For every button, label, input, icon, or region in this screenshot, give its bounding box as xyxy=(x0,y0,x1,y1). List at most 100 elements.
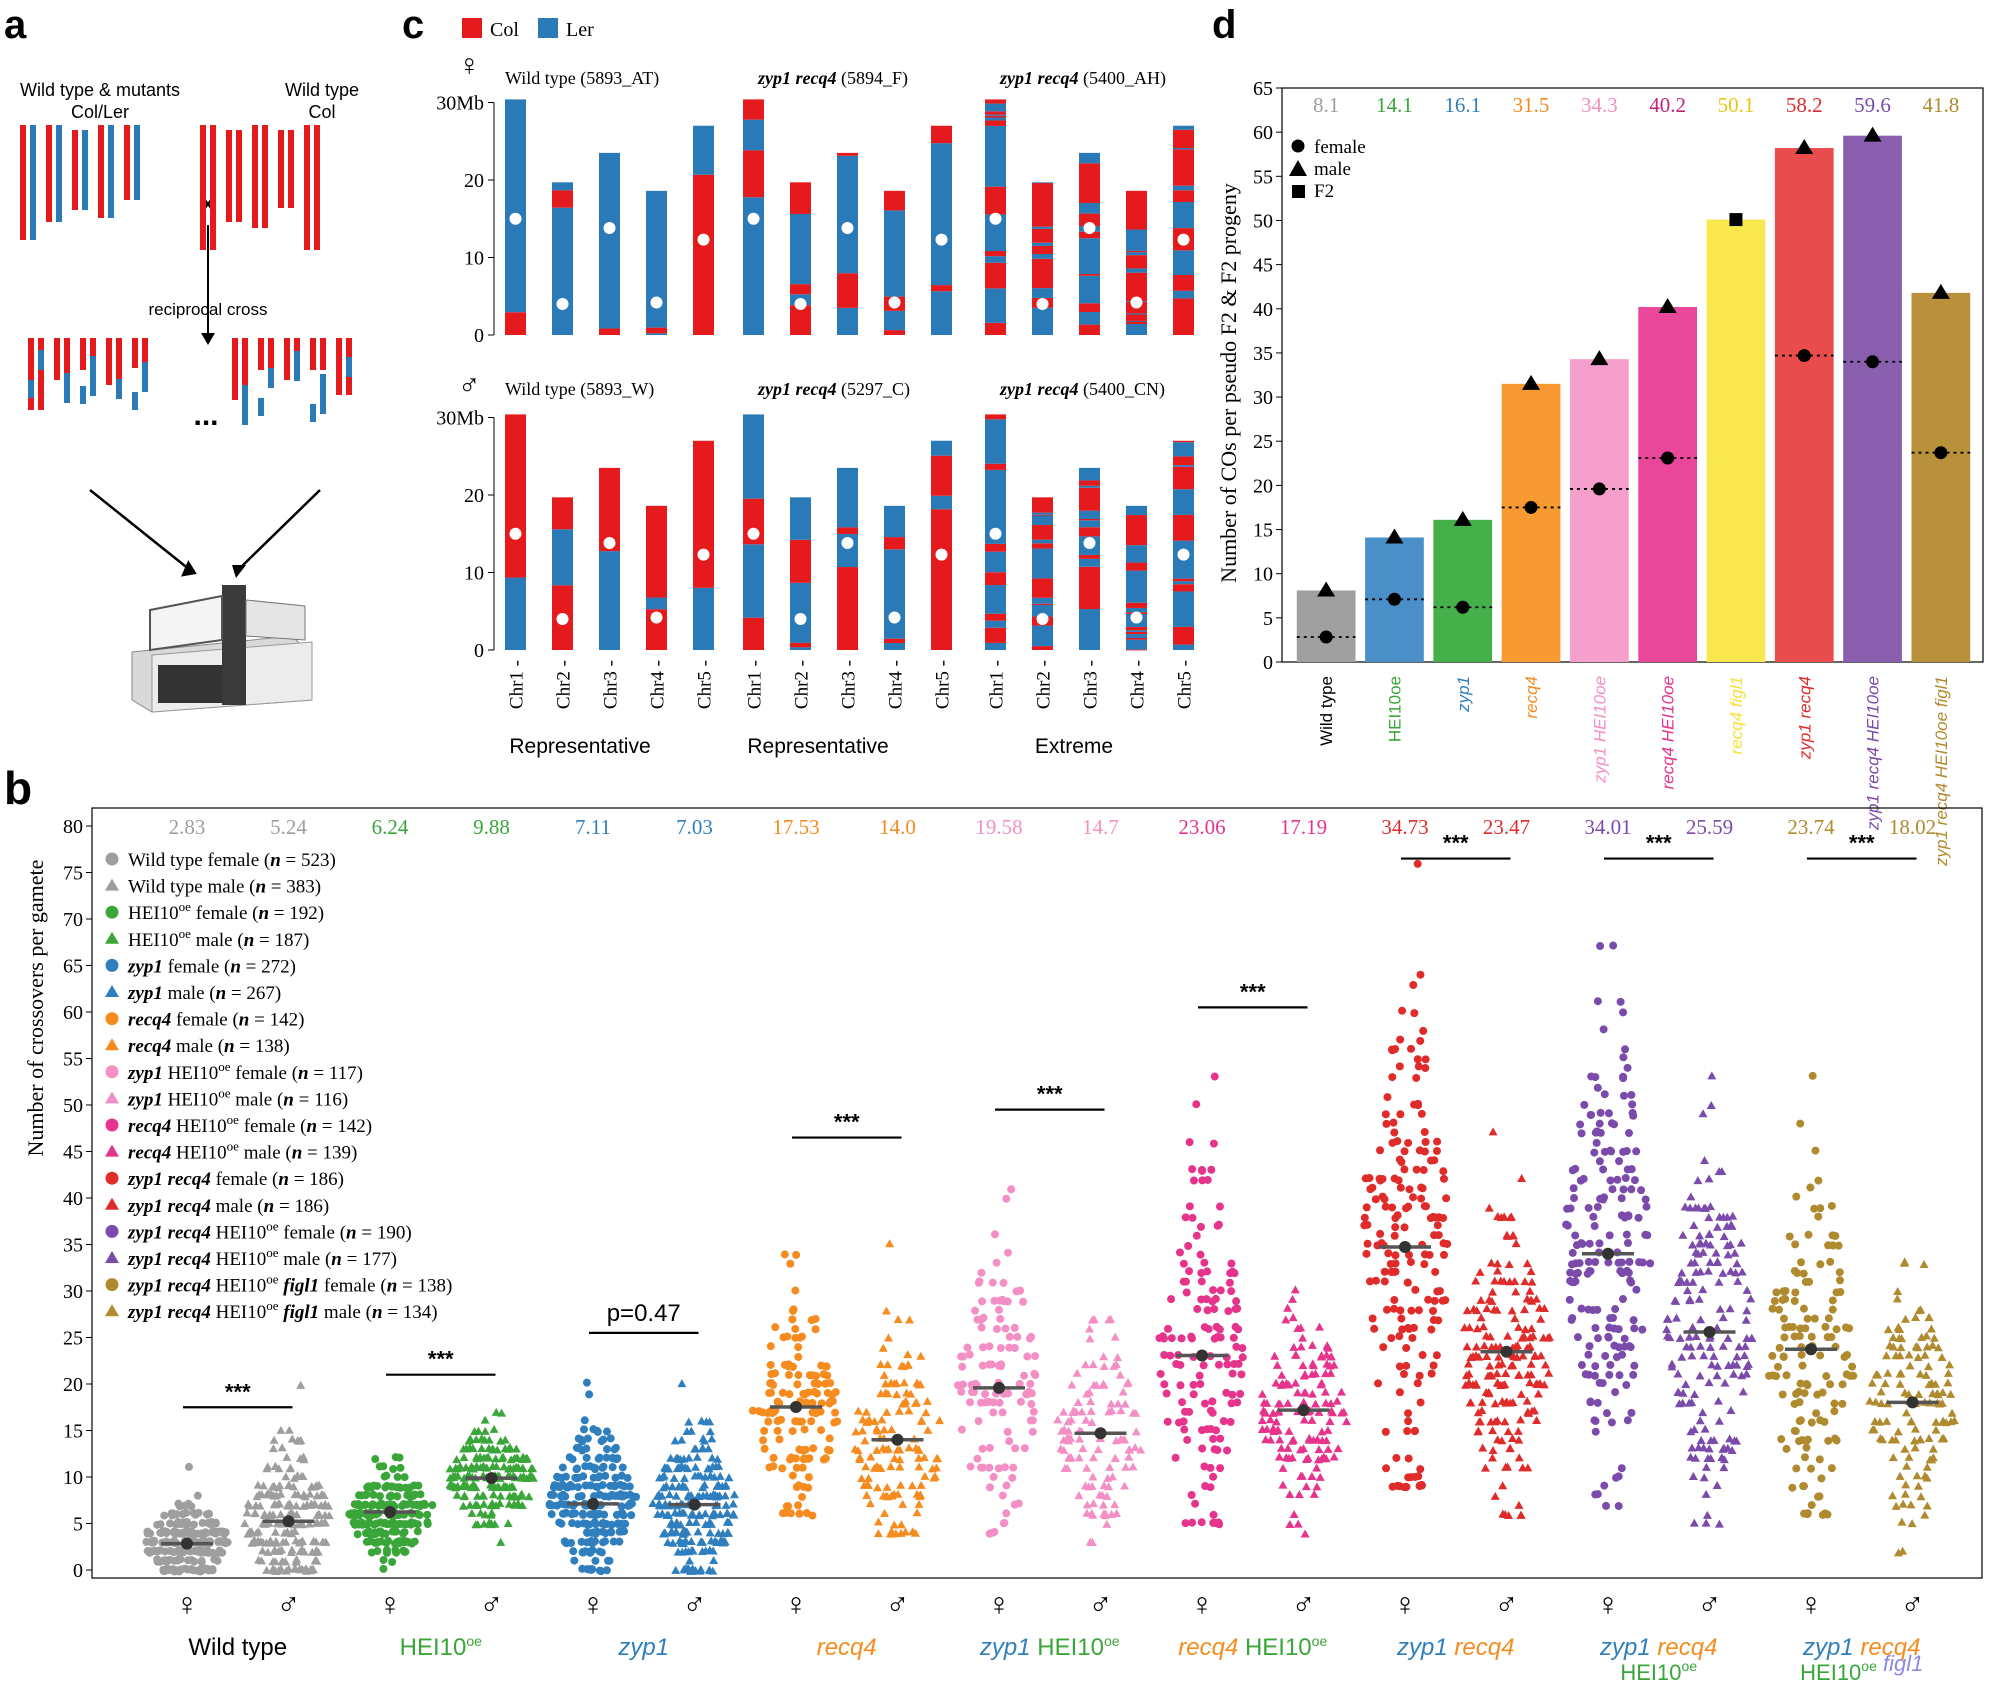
b-female-point xyxy=(1586,1110,1595,1119)
b-legend-entry: Wild type female (n = 523) xyxy=(128,850,336,871)
b-female-point xyxy=(627,1511,636,1520)
b-male-point xyxy=(715,1510,725,1519)
b-female-point xyxy=(178,1519,187,1528)
b-male-point xyxy=(298,1536,308,1545)
b-male-point xyxy=(1707,1360,1717,1369)
b-female-point xyxy=(1629,1370,1638,1379)
b-female-point xyxy=(989,1398,998,1407)
b-male-point xyxy=(1326,1352,1336,1361)
col-segment xyxy=(931,125,952,144)
b-female-point xyxy=(780,1250,789,1259)
b-male-point xyxy=(873,1517,883,1526)
b-female-point xyxy=(1419,1166,1428,1175)
col-segment xyxy=(1079,163,1100,203)
b-male-point xyxy=(709,1508,719,1517)
b-female-point xyxy=(990,1230,999,1239)
b-male-point xyxy=(1894,1333,1904,1342)
b-male-point xyxy=(707,1434,717,1443)
col-segment xyxy=(1032,646,1053,650)
offspring-ler-segment xyxy=(258,398,264,416)
b-female-point xyxy=(558,1463,567,1472)
col-segment xyxy=(1173,129,1194,149)
col-chromatid xyxy=(200,125,206,250)
b-female-point xyxy=(1596,1194,1605,1203)
b-legend-female-marker xyxy=(105,1012,119,1026)
b-y-tick-label: 20 xyxy=(63,1374,83,1396)
b-female-point xyxy=(1627,1408,1636,1417)
b-male-point xyxy=(1732,1436,1742,1445)
b-female-point xyxy=(626,1490,635,1499)
b-female-point xyxy=(579,1472,588,1481)
b-male-point xyxy=(1516,1389,1526,1398)
b-female-point xyxy=(1167,1295,1176,1304)
b-male-point xyxy=(491,1407,501,1416)
b-female-point xyxy=(1163,1417,1172,1426)
b-male-point xyxy=(1110,1500,1120,1509)
b-female-point xyxy=(1607,1147,1616,1156)
d-y-tick-label: 10 xyxy=(1253,564,1273,586)
b-male-point xyxy=(1123,1378,1133,1387)
b-male-point xyxy=(278,1557,288,1566)
b-male-point xyxy=(1526,1267,1536,1276)
b-female-point xyxy=(1410,1009,1419,1018)
b-legend-entry: zyp1 recq4 male (n = 186) xyxy=(127,1196,329,1217)
b-legend-male-marker xyxy=(105,878,119,891)
b-male-point xyxy=(459,1492,469,1501)
col-segment xyxy=(1173,298,1194,335)
b-male-point xyxy=(898,1499,908,1508)
b-female-point xyxy=(958,1362,967,1371)
b-male-point xyxy=(1712,1222,1722,1231)
b-male-point xyxy=(1519,1332,1529,1341)
b-male-point xyxy=(1477,1406,1487,1415)
col-segment xyxy=(1126,515,1147,546)
d-y-tick-label: 0 xyxy=(1263,652,1273,674)
b-legend-male-marker xyxy=(105,1197,119,1210)
b-female-point xyxy=(1616,997,1625,1006)
b-female-point xyxy=(778,1388,787,1397)
b-male-point xyxy=(1531,1294,1541,1303)
b-female-point xyxy=(1200,1399,1209,1408)
b-male-point xyxy=(1329,1452,1339,1461)
b-male-point xyxy=(1662,1324,1672,1333)
b-female-point xyxy=(1382,1464,1391,1473)
b-male-point xyxy=(883,1444,893,1453)
b-female-point xyxy=(1162,1389,1171,1398)
b-female-point xyxy=(1824,1436,1833,1445)
b-female-point xyxy=(1178,1398,1187,1407)
b-male-point xyxy=(1317,1378,1327,1387)
b-male-point xyxy=(1113,1399,1123,1408)
b-female-point xyxy=(155,1557,164,1566)
b-male-point xyxy=(1737,1267,1747,1276)
col-chromatid xyxy=(288,130,294,208)
b-male-point xyxy=(1307,1472,1317,1481)
b-male-point xyxy=(1736,1238,1746,1247)
b-male-point xyxy=(887,1528,897,1537)
b-female-point xyxy=(1203,1175,1212,1184)
b-male-point xyxy=(1108,1472,1118,1481)
b-male-point xyxy=(1718,1341,1728,1350)
b-female-point xyxy=(1215,1325,1224,1334)
b-female-point xyxy=(611,1491,620,1500)
b-female-point xyxy=(1583,1269,1592,1278)
b-male-point xyxy=(1868,1425,1878,1434)
b-male-point xyxy=(1503,1331,1513,1340)
b-female-point xyxy=(1605,1231,1614,1240)
b-female-point xyxy=(1193,1305,1202,1314)
col-segment xyxy=(985,186,1006,215)
b-female-point xyxy=(1409,1193,1418,1202)
b-female-point xyxy=(1197,1518,1206,1527)
ler-segment xyxy=(985,419,1006,464)
b-female-point xyxy=(1806,1183,1815,1192)
col-segment xyxy=(1079,213,1100,226)
ler-segment xyxy=(1079,510,1100,519)
b-female-point xyxy=(1779,1287,1788,1296)
b-male-point xyxy=(1081,1360,1091,1369)
offspring-chromatid xyxy=(38,338,44,410)
b-female-point xyxy=(1442,1194,1451,1203)
b-male-point xyxy=(1128,1462,1138,1471)
b-male-point xyxy=(287,1434,297,1443)
col-segment xyxy=(985,120,1006,126)
b-female-point xyxy=(1213,1446,1222,1455)
b-male-point xyxy=(1288,1294,1298,1303)
b-female-point xyxy=(957,1387,966,1396)
